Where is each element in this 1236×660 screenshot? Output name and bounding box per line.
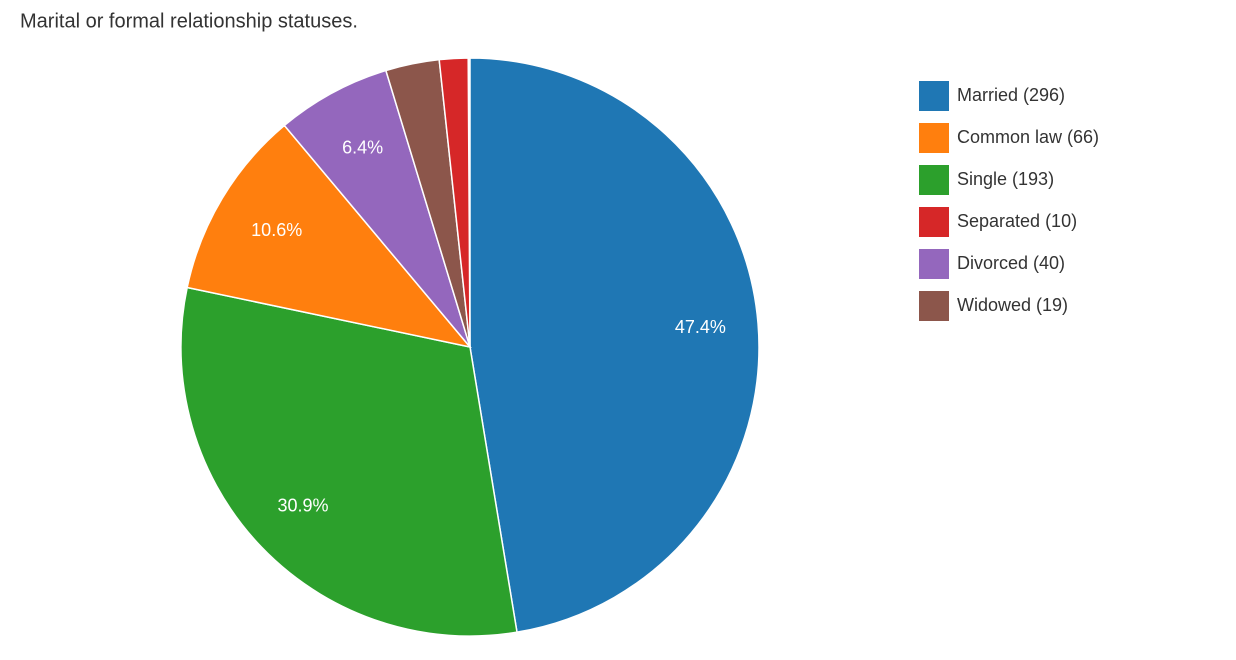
pie-slice [438,57,471,348]
legend-swatch [919,249,949,279]
legend-swatch [919,165,949,195]
slice-label: 47.4% [675,317,726,337]
legend-swatch [919,291,949,321]
slice-label: 6.4% [342,138,383,158]
legend-label: Separated (10) [957,211,1077,231]
legend-label: Divorced (40) [957,253,1065,273]
legend-label: Single (193) [957,169,1054,189]
legend-label: Married (296) [957,85,1065,105]
legend-swatch [919,123,949,153]
chart-title: Marital or formal relationship statuses. [20,10,358,32]
pie-slice [186,124,472,349]
slice-label: 30.9% [277,496,328,516]
legend-swatch [919,207,949,237]
legend-label: Widowed (19) [957,295,1068,315]
slice-label: 10.6% [251,220,302,240]
legend-swatch [919,81,949,111]
pie-slice [283,69,471,348]
pie-slice [469,57,760,634]
pie-slice [180,286,518,637]
legend-label: Common law (66) [957,127,1099,147]
